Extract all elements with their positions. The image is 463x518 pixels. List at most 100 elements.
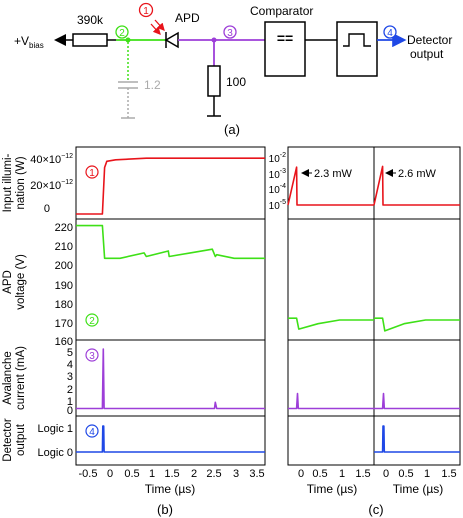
b-marker-3-label: 3 bbox=[89, 351, 95, 362]
c-voltage-trace-left bbox=[288, 317, 374, 330]
c-detector-output-trace-right bbox=[374, 425, 460, 453]
apd-label: APD bbox=[175, 11, 200, 25]
c-illumination-trace-right bbox=[373, 165, 460, 206]
panel-c-label: (c) bbox=[368, 502, 383, 517]
c-xtick: 0 bbox=[383, 468, 389, 480]
current-trace bbox=[76, 348, 265, 410]
current-tick-2: 2 bbox=[67, 384, 73, 396]
voltage-tick-200: 200 bbox=[55, 260, 73, 272]
pulse-icon bbox=[343, 33, 371, 47]
voltage-tick-170: 170 bbox=[55, 318, 73, 330]
node2-dot bbox=[125, 37, 131, 43]
c-xlabel-left: Time (µs) bbox=[307, 482, 357, 496]
illum-tick-40: 40×10−12 bbox=[30, 153, 73, 166]
node2-label: 2 bbox=[119, 28, 125, 39]
b-xtick: -0.5 bbox=[79, 468, 98, 480]
circuit-diagram: +Vbias 390k 2 1.2 1 APD 100 3 == Compar bbox=[14, 2, 452, 137]
c-xtick: 1 bbox=[424, 468, 430, 480]
row-label-illumination-2: nation (W) bbox=[15, 156, 27, 209]
row-label-voltage-2: voltage (V) bbox=[15, 254, 27, 310]
row-labels: Input illumi- nation (W) APD voltage (V)… bbox=[2, 153, 27, 461]
c-xtick: 1 bbox=[339, 468, 345, 480]
b-marker-4-label: 4 bbox=[89, 427, 95, 438]
b-xtick: 2.5 bbox=[206, 468, 221, 480]
light-arrow-1 bbox=[154, 19, 165, 31]
row-label-current-2: current (mA) bbox=[15, 346, 27, 410]
node1-label: 1 bbox=[143, 6, 149, 17]
current-tick-4: 4 bbox=[67, 359, 73, 371]
comparator-label: Comparator bbox=[250, 4, 313, 18]
log-tick-1e-5: 10-5 bbox=[269, 199, 286, 212]
illum-tick-20: 20×10−12 bbox=[30, 179, 73, 192]
c-xlabel-right: Time (µs) bbox=[393, 482, 443, 496]
panel-b-label: (b) bbox=[157, 502, 173, 517]
b-marker-2 bbox=[85, 313, 99, 327]
logic-1-tick: Logic 1 bbox=[38, 423, 73, 435]
resistor-100 bbox=[207, 65, 221, 97]
row-label-output-2: output bbox=[15, 423, 27, 456]
voltage-trace bbox=[76, 224, 265, 260]
node2-marker bbox=[115, 25, 129, 39]
log-tick-1e-4: 10-4 bbox=[269, 183, 286, 196]
detector-output-trace bbox=[76, 425, 265, 453]
voltage-tick-190: 190 bbox=[55, 280, 73, 292]
logic-0-tick: Logic 0 bbox=[38, 447, 73, 459]
voltage-tick-210: 210 bbox=[55, 241, 73, 253]
b-xtick: 3.5 bbox=[249, 468, 264, 480]
panel-c-frame: 10-2 10-3 10-4 10-5 2.3 mW 2.6 mW 0 0.5 … bbox=[269, 146, 461, 517]
panel-a-label: (a) bbox=[224, 122, 240, 137]
illumination-trace bbox=[76, 157, 265, 215]
b-xtick: 0 bbox=[107, 468, 113, 480]
current-tick-5: 5 bbox=[67, 347, 73, 359]
illum-tick-0: 0 bbox=[44, 203, 50, 215]
node4-label: 4 bbox=[387, 28, 393, 39]
voltage-tick-160: 160 bbox=[55, 336, 73, 348]
voltage-tick-220: 220 bbox=[55, 222, 73, 234]
c-xtick: 0.5 bbox=[398, 468, 413, 480]
b-xtick: 0.5 bbox=[124, 468, 139, 480]
b-marker-2-label: 2 bbox=[89, 316, 95, 327]
cap-label: 1.2 bbox=[144, 78, 161, 92]
apd-diode-icon bbox=[164, 31, 179, 49]
b-xtick: 2 bbox=[191, 468, 197, 480]
b-xtick: 1 bbox=[149, 468, 155, 480]
b-marker-1 bbox=[85, 165, 99, 179]
c-illumination-trace-left bbox=[287, 166, 374, 206]
current-tick-0: 0 bbox=[67, 405, 73, 417]
node1-marker bbox=[138, 2, 154, 18]
c-current-trace-right bbox=[374, 392, 460, 410]
output-label-line1: Detector bbox=[407, 33, 452, 47]
r2-label: 100 bbox=[226, 75, 246, 89]
light-arrow-2 bbox=[150, 23, 161, 35]
current-tick-1: 1 bbox=[67, 396, 73, 408]
c-xtick: 1.5 bbox=[441, 468, 456, 480]
c-voltage-trace-right bbox=[374, 317, 460, 332]
b-marker-1-label: 1 bbox=[89, 168, 95, 179]
panel-b-border bbox=[75, 146, 266, 466]
data-traces bbox=[76, 157, 460, 453]
current-tick-3: 3 bbox=[67, 371, 73, 383]
r1-label: 390k bbox=[77, 13, 104, 27]
comparator-symbol: == bbox=[277, 30, 293, 46]
b-xtick: 3 bbox=[233, 468, 239, 480]
row-label-voltage-1: APD bbox=[2, 270, 14, 294]
power-annotation-right: 2.6 mW bbox=[398, 168, 437, 180]
c-xtick: 0.5 bbox=[312, 468, 327, 480]
b-marker-3 bbox=[85, 348, 99, 362]
b-marker-4 bbox=[85, 424, 99, 438]
panel-b-frame: 40×10−12 20×10−12 0 220 210 200 190 180 … bbox=[30, 146, 266, 517]
output-label-line2: output bbox=[410, 47, 444, 61]
log-tick-1e-2: 10-2 bbox=[269, 152, 286, 165]
b-xlabel: Time (µs) bbox=[145, 482, 195, 496]
c-current-trace-left bbox=[288, 392, 374, 410]
power-annotation-left: 2.3 mW bbox=[314, 168, 353, 180]
comparator-box bbox=[264, 21, 306, 77]
voltage-tick-180: 180 bbox=[55, 299, 73, 311]
pulse-shaper-box bbox=[336, 21, 378, 77]
node3-label: 3 bbox=[227, 28, 233, 39]
row-label-current-1: Avalanche bbox=[2, 351, 14, 405]
c-xtick: 1.5 bbox=[355, 468, 370, 480]
c-xtick: 0 bbox=[298, 468, 304, 480]
log-tick-1e-3: 10-3 bbox=[269, 168, 286, 181]
